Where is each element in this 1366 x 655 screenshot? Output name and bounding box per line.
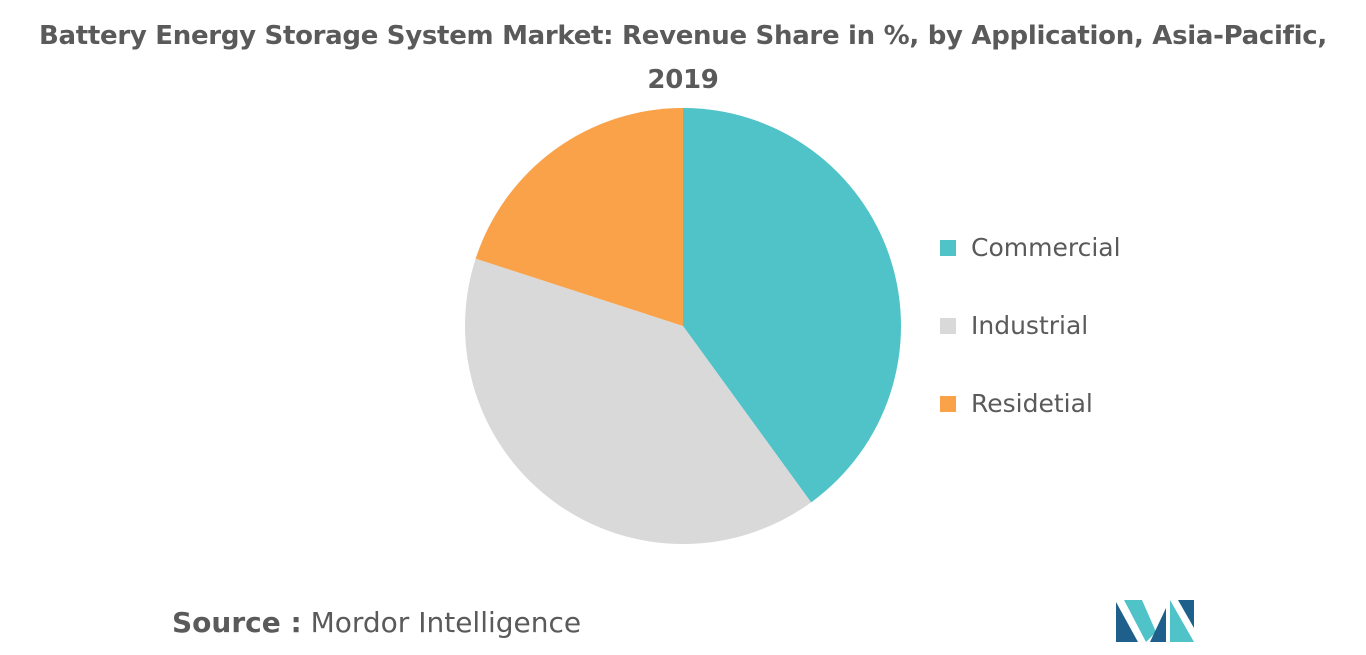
legend-item-commercial: Commercial [940, 226, 1121, 304]
chart-legend: Commercial Industrial Residetial [940, 226, 1121, 460]
pie-slice-commercial [683, 108, 901, 503]
legend-item-residential: Residetial [940, 382, 1121, 460]
mordor-intelligence-logo-icon [1116, 600, 1194, 642]
pie-chart [465, 108, 901, 544]
source-value: Mordor Intelligence [310, 606, 582, 639]
source-note: Source : Mordor Intelligence [172, 606, 581, 639]
legend-swatch-commercial [940, 240, 956, 256]
legend-item-industrial: Industrial [940, 304, 1121, 382]
logo-shape-2 [1124, 600, 1156, 642]
chart-title-line-1: Battery Energy Storage System Market: Re… [39, 21, 1327, 51]
logo-shape-4 [1170, 600, 1194, 642]
chart-title: Battery Energy Storage System Market: Re… [0, 14, 1366, 102]
legend-label-residential: Residetial [971, 389, 1093, 418]
legend-swatch-industrial [940, 318, 956, 334]
logo-shape-1 [1116, 602, 1138, 642]
legend-label-commercial: Commercial [971, 233, 1121, 262]
logo-shape-3 [1150, 608, 1166, 642]
legend-swatch-residential [940, 396, 956, 412]
legend-label-industrial: Industrial [971, 311, 1089, 340]
logo-shape-5 [1178, 600, 1194, 628]
source-label: Source : [172, 606, 302, 639]
chart-title-line-2: 2019 [647, 65, 719, 95]
pie-slice-industrial [465, 258, 812, 544]
pie-slice-residetial [475, 108, 683, 326]
